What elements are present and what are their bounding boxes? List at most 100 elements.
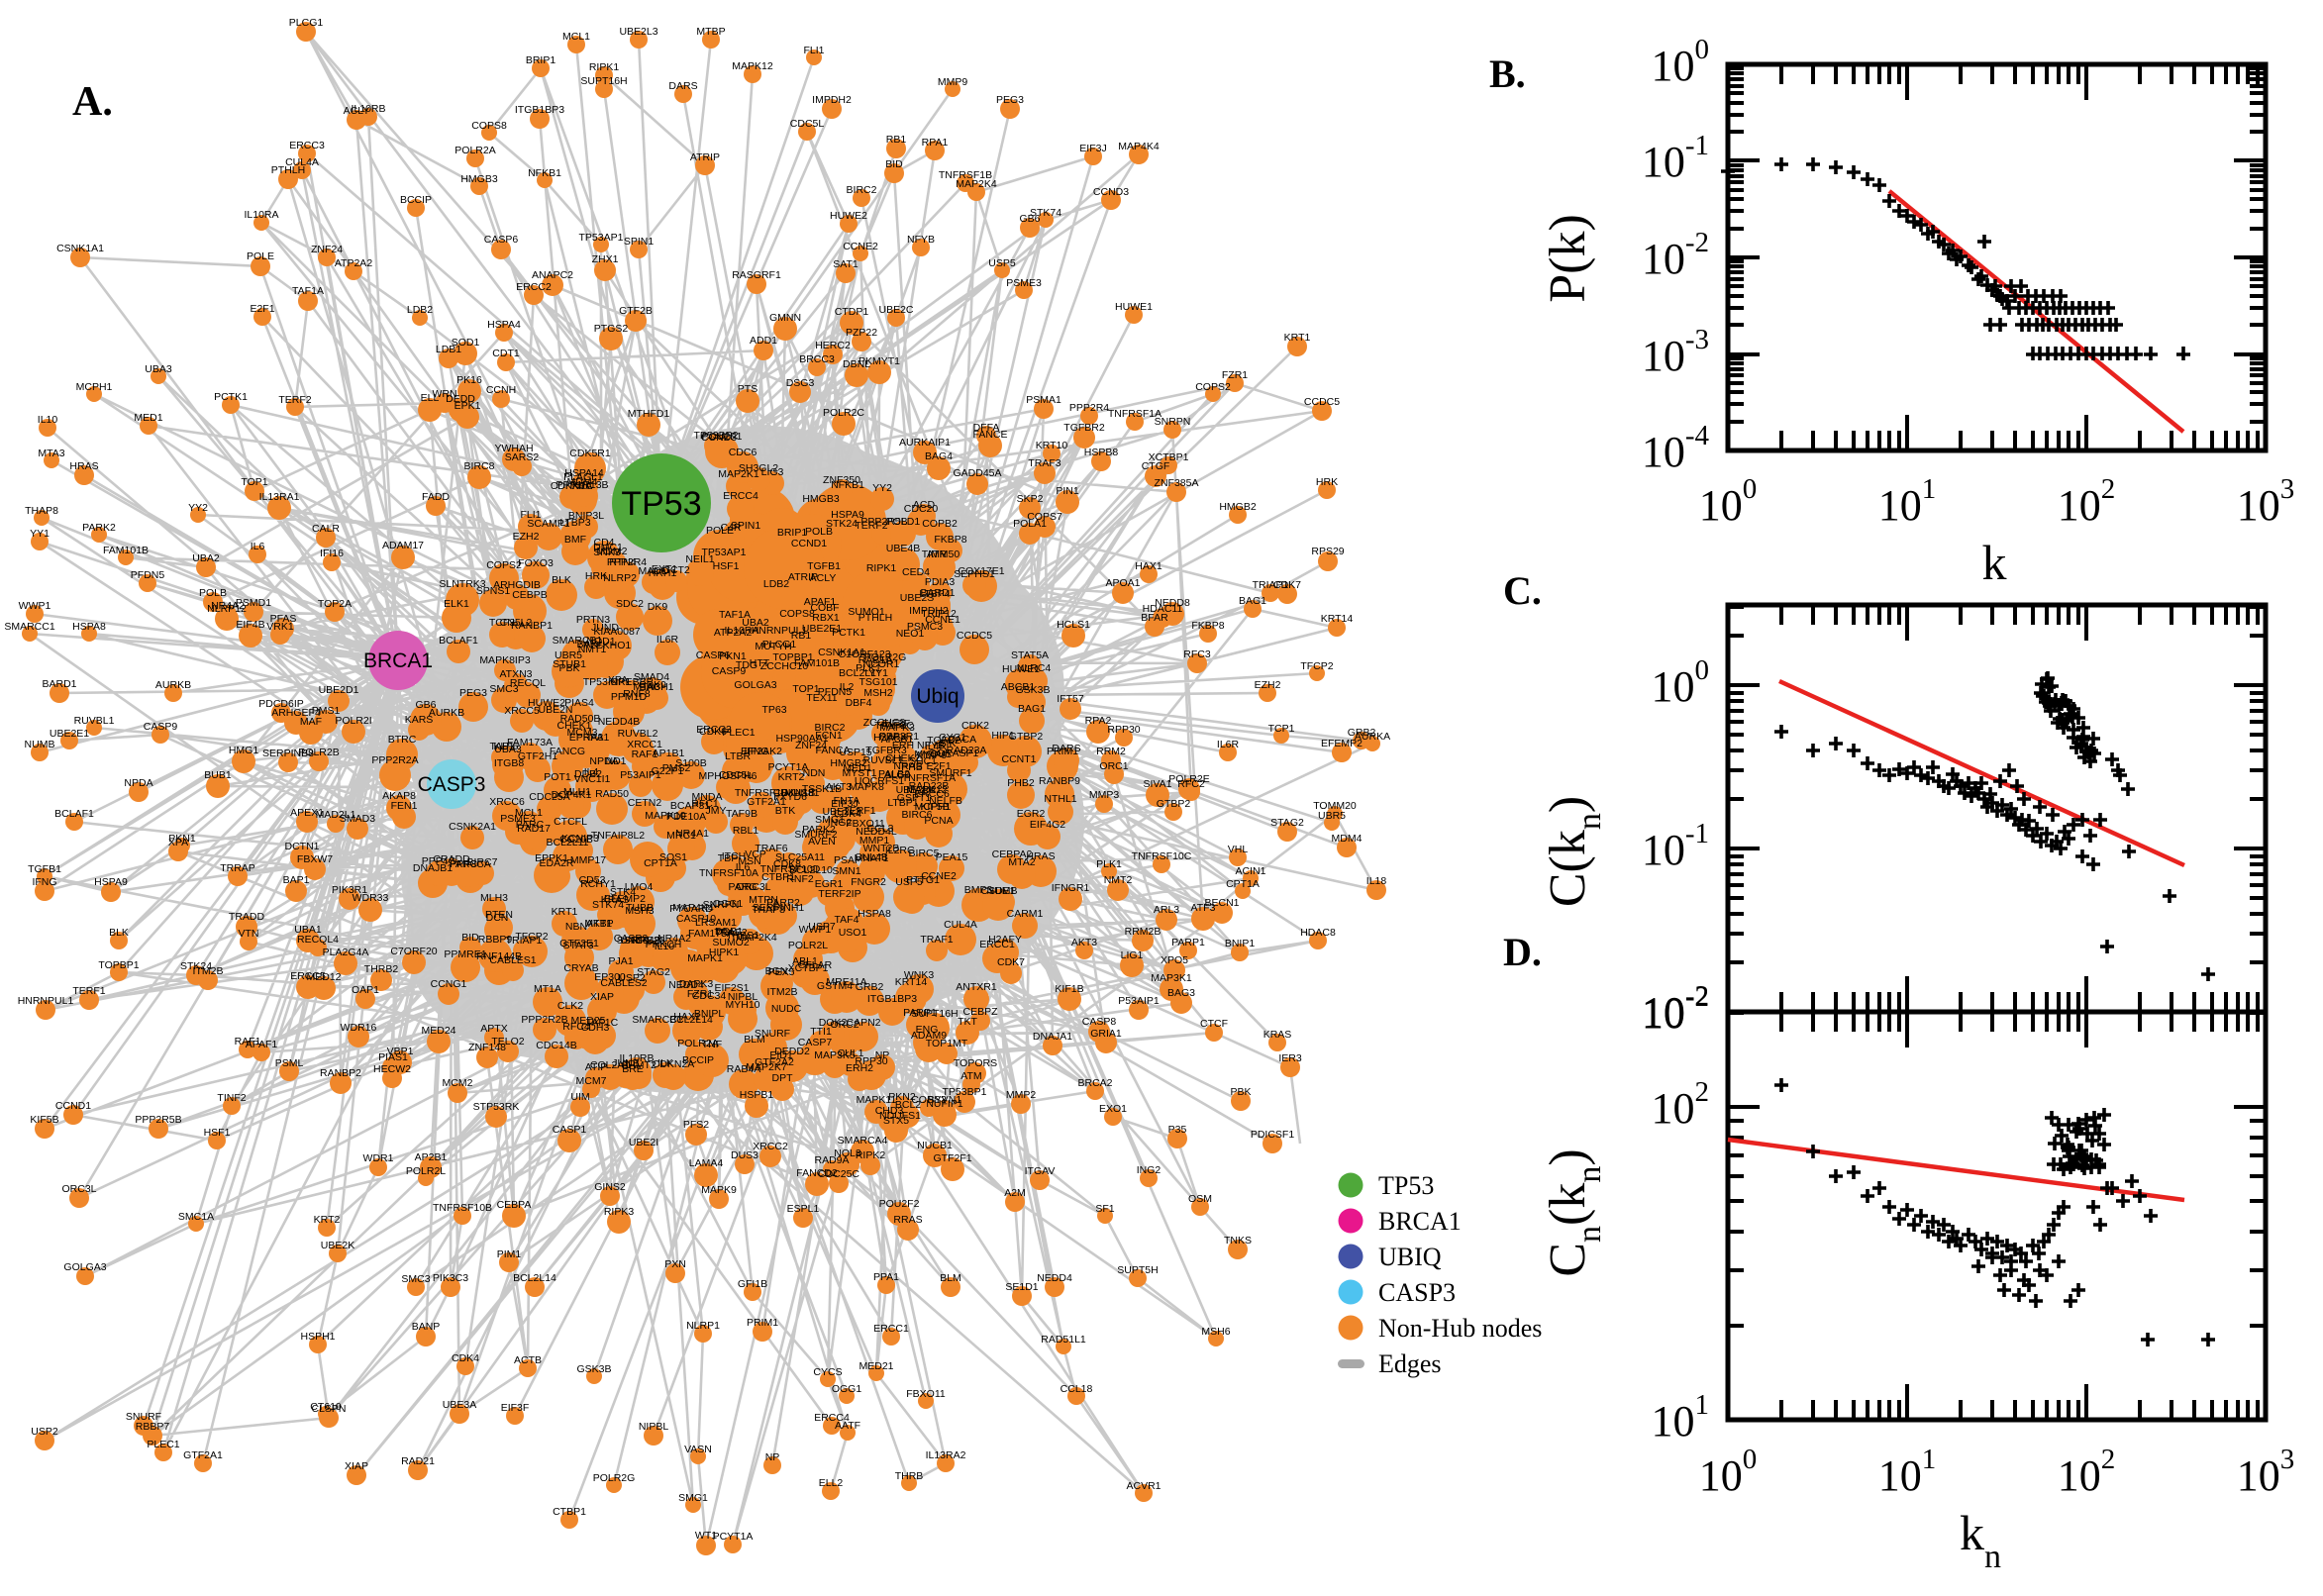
svg-text:ERCC3: ERCC3 bbox=[289, 140, 325, 151]
svg-text:POLR2A: POLR2A bbox=[677, 1038, 718, 1049]
svg-text:CTBP1: CTBP1 bbox=[553, 1506, 586, 1518]
svg-text:UIM: UIM bbox=[570, 1091, 589, 1103]
svg-text:H2AFX: H2AFX bbox=[873, 732, 907, 744]
svg-text:PTEN: PTEN bbox=[485, 909, 513, 921]
svg-text:SMURF1: SMURF1 bbox=[929, 767, 971, 779]
svg-text:DARS: DARS bbox=[1052, 743, 1080, 754]
svg-text:RPS29: RPS29 bbox=[1311, 546, 1344, 557]
svg-text:MTA2: MTA2 bbox=[1008, 856, 1035, 868]
svg-text:BCL2L11: BCL2L11 bbox=[546, 837, 588, 848]
svg-text:AP1B1: AP1B1 bbox=[653, 748, 685, 759]
svg-text:HDAC8: HDAC8 bbox=[1300, 927, 1336, 939]
svg-text:SEPHS1: SEPHS1 bbox=[954, 568, 995, 580]
svg-text:BMP3: BMP3 bbox=[964, 884, 993, 896]
svg-text:POLE: POLE bbox=[706, 525, 734, 537]
svg-text:RAD9A: RAD9A bbox=[814, 1154, 849, 1166]
svg-text:TERF1: TERF1 bbox=[72, 985, 105, 997]
svg-text:MT1A: MT1A bbox=[534, 983, 561, 995]
svg-text:STAG2: STAG2 bbox=[637, 966, 670, 978]
svg-text:FNTA: FNTA bbox=[834, 795, 860, 807]
svg-text:COX17E1: COX17E1 bbox=[958, 565, 1004, 577]
svg-text:VTN: VTN bbox=[239, 928, 259, 940]
svg-text:PALB2: PALB2 bbox=[878, 768, 910, 780]
svg-text:CCDC5: CCDC5 bbox=[1304, 396, 1340, 408]
svg-text:MMP17: MMP17 bbox=[570, 854, 606, 866]
svg-text:S100B: S100B bbox=[675, 757, 707, 769]
svg-text:DBF4: DBF4 bbox=[846, 697, 872, 709]
svg-text:BAX: BAX bbox=[576, 639, 597, 650]
svg-text:CC20B: CC20B bbox=[559, 834, 593, 846]
svg-text:MMP9: MMP9 bbox=[938, 76, 967, 88]
svg-text:CUL1: CUL1 bbox=[838, 1047, 864, 1059]
svg-text:PTGS2: PTGS2 bbox=[594, 323, 629, 335]
svg-text:SMG1: SMG1 bbox=[815, 814, 845, 826]
svg-text:USP7: USP7 bbox=[808, 921, 836, 933]
svg-text:WDR33: WDR33 bbox=[353, 892, 389, 904]
svg-text:FEN1: FEN1 bbox=[391, 800, 418, 812]
svg-text:ERCC1: ERCC1 bbox=[979, 939, 1015, 950]
svg-text:ELK1: ELK1 bbox=[444, 598, 469, 610]
svg-text:APOA1: APOA1 bbox=[1105, 577, 1140, 589]
svg-text:BNIP1: BNIP1 bbox=[1225, 938, 1256, 949]
svg-text:RANBP9: RANBP9 bbox=[1039, 775, 1080, 787]
svg-text:HDAC11: HDAC11 bbox=[1143, 603, 1183, 615]
svg-text:NDN: NDN bbox=[803, 767, 826, 779]
svg-text:ADD1: ADD1 bbox=[750, 335, 777, 347]
svg-text:RBBP9: RBBP9 bbox=[478, 934, 513, 946]
svg-text:RB1: RB1 bbox=[886, 134, 907, 146]
svg-text:HMG1: HMG1 bbox=[229, 745, 258, 756]
svg-text:TP53BP2: TP53BP2 bbox=[694, 430, 739, 442]
svg-text:PCTK1: PCTK1 bbox=[214, 391, 248, 403]
svg-text:STP53RK: STP53RK bbox=[473, 1101, 520, 1113]
svg-text:NCOR1: NCOR1 bbox=[863, 658, 900, 670]
svg-text:GINS2: GINS2 bbox=[594, 1181, 626, 1193]
svg-text:PLEKHO1: PLEKHO1 bbox=[583, 640, 632, 651]
svg-text:ADAM9: ADAM9 bbox=[911, 1030, 947, 1042]
svg-text:UBE2D2: UBE2D2 bbox=[896, 784, 937, 796]
svg-text:TUBB: TUBB bbox=[626, 902, 654, 914]
svg-text:SOS1: SOS1 bbox=[659, 851, 687, 863]
svg-text:ACD: ACD bbox=[913, 499, 936, 511]
svg-text:CDC25C: CDC25C bbox=[818, 1168, 859, 1180]
svg-text:THAP8: THAP8 bbox=[25, 505, 58, 517]
svg-text:MMP1: MMP1 bbox=[859, 835, 889, 847]
svg-text:NFYB: NFYB bbox=[907, 234, 935, 246]
svg-text:E2F1: E2F1 bbox=[250, 303, 274, 315]
svg-text:ENG: ENG bbox=[916, 1024, 939, 1036]
svg-text:NELFB: NELFB bbox=[929, 795, 962, 807]
svg-text:PLK1: PLK1 bbox=[1096, 858, 1122, 870]
svg-text:CAPN2: CAPN2 bbox=[846, 1017, 880, 1029]
svg-text:EIF2AK2: EIF2AK2 bbox=[741, 746, 782, 757]
svg-text:ITM2B: ITM2B bbox=[193, 965, 224, 977]
svg-text:ERCC2: ERCC2 bbox=[516, 281, 552, 293]
svg-text:CTBP1: CTBP1 bbox=[761, 871, 795, 883]
svg-text:PPP3R1: PPP3R1 bbox=[879, 731, 919, 743]
svg-text:FAM175A: FAM175A bbox=[688, 928, 734, 940]
svg-text:TOPBP1: TOPBP1 bbox=[98, 959, 139, 971]
svg-text:MAD2L1: MAD2L1 bbox=[316, 809, 356, 821]
svg-text:COPS8: COPS8 bbox=[779, 608, 815, 620]
svg-text:BCL2: BCL2 bbox=[895, 1099, 921, 1111]
svg-text:UBIQ: UBIQ bbox=[1378, 1243, 1442, 1271]
svg-text:LDB2: LDB2 bbox=[763, 578, 789, 590]
svg-text:MUTYH: MUTYH bbox=[755, 641, 791, 652]
svg-text:MRE11A: MRE11A bbox=[826, 976, 866, 988]
svg-text:MAF: MAF bbox=[300, 716, 322, 728]
svg-text:PIK3C3: PIK3C3 bbox=[433, 1272, 468, 1284]
svg-text:HUWE2: HUWE2 bbox=[830, 210, 867, 222]
svg-text:NEDD8: NEDD8 bbox=[1155, 597, 1190, 609]
svg-text:NRAS: NRAS bbox=[893, 760, 922, 772]
svg-text:CCND3: CCND3 bbox=[701, 432, 737, 444]
svg-text:NPDA: NPDA bbox=[124, 777, 152, 789]
svg-text:KRT1: KRT1 bbox=[1284, 332, 1311, 344]
svg-text:PLEC1: PLEC1 bbox=[722, 727, 755, 739]
svg-text:TNFRSF1B: TNFRSF1B bbox=[939, 169, 992, 181]
svg-text:MMP3: MMP3 bbox=[1089, 789, 1119, 801]
svg-text:NR4A2: NR4A2 bbox=[211, 600, 245, 612]
svg-text:LDB1: LDB1 bbox=[436, 344, 461, 355]
svg-text:MRC1: MRC1 bbox=[666, 830, 696, 842]
svg-text:BUB1: BUB1 bbox=[204, 769, 232, 781]
svg-text:PCTK1: PCTK1 bbox=[832, 627, 865, 639]
svg-text:RAB4A: RAB4A bbox=[727, 1063, 760, 1075]
svg-text:MAP3K5: MAP3K5 bbox=[814, 1049, 856, 1061]
